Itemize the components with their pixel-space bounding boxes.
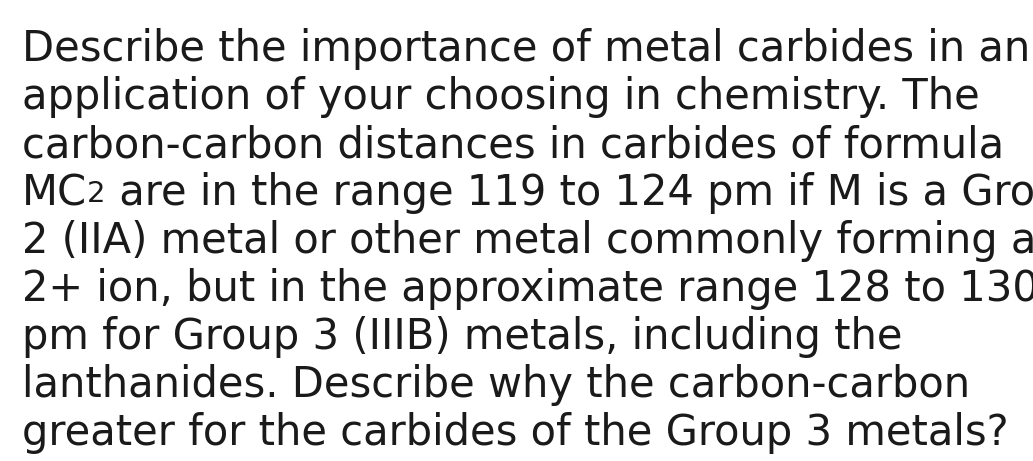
Text: 2 (IIA) metal or other metal commonly forming a: 2 (IIA) metal or other metal commonly fo… — [22, 220, 1033, 262]
Text: are in the range 119 to 124 pm if M is a Group: are in the range 119 to 124 pm if M is a… — [105, 172, 1033, 214]
Text: Describe the importance of metal carbides in an: Describe the importance of metal carbide… — [22, 28, 1030, 70]
Text: lanthanides. Describe why the carbon-carbon: lanthanides. Describe why the carbon-car… — [22, 364, 970, 406]
Text: 2+ ion, but in the approximate range 128 to 130: 2+ ion, but in the approximate range 128… — [22, 268, 1033, 310]
Text: carbon-carbon distances in carbides of formula: carbon-carbon distances in carbides of f… — [22, 124, 1004, 166]
Text: application of your choosing in chemistry. The: application of your choosing in chemistr… — [22, 76, 979, 118]
Text: pm for Group 3 (IIIB) metals, including the: pm for Group 3 (IIIB) metals, including … — [22, 316, 903, 358]
Text: MC: MC — [22, 172, 87, 214]
Text: greater for the carbides of the Group 3 metals?: greater for the carbides of the Group 3 … — [22, 412, 1008, 454]
Text: 2: 2 — [87, 180, 105, 208]
